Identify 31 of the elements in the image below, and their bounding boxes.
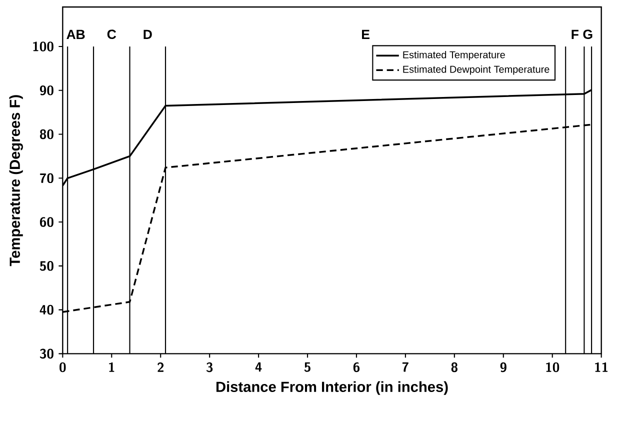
x-tick-label: 5 (304, 362, 310, 372)
x-tick-label: 3 (206, 362, 213, 372)
x-tick-label: 2 (158, 362, 164, 372)
y-tick-label: 40 (40, 304, 54, 315)
annotation: C (107, 30, 116, 39)
x-tick-label: 4 (255, 362, 262, 372)
annotation: A (66, 30, 76, 39)
y-tick-label: 90 (40, 85, 54, 96)
y-tick-label: 80 (40, 129, 54, 140)
legend-label: Estimated Dewpoint Temperature (403, 66, 550, 75)
y-tick-label: 60 (40, 217, 54, 227)
y-tick-label: 100 (33, 42, 54, 52)
x-axis-title: Distance From Interior (in inches) (216, 381, 448, 395)
y-axis-title: Temperature (Degrees F) (9, 95, 23, 266)
annotation: E (362, 30, 370, 39)
x-tick-label: 0 (60, 362, 66, 372)
x-tick-label: 9 (500, 362, 506, 372)
x-tick-label: 10 (546, 362, 560, 372)
y-tick-label: 50 (40, 260, 54, 271)
annotation: G (583, 30, 592, 39)
annotation: B (76, 30, 85, 39)
y-tick-label: 70 (40, 173, 54, 184)
legend-label: Estimated Temperature (403, 50, 505, 60)
x-tick-label: 11 (595, 362, 608, 372)
x-tick-label: 7 (402, 362, 408, 372)
y-tick-label: 30 (40, 348, 54, 359)
annotation: D (144, 30, 152, 39)
x-tick-label: 8 (451, 362, 458, 372)
x-tick-label: 6 (353, 362, 360, 372)
annotation: F (572, 30, 578, 39)
x-tick-label: 1 (108, 362, 114, 372)
